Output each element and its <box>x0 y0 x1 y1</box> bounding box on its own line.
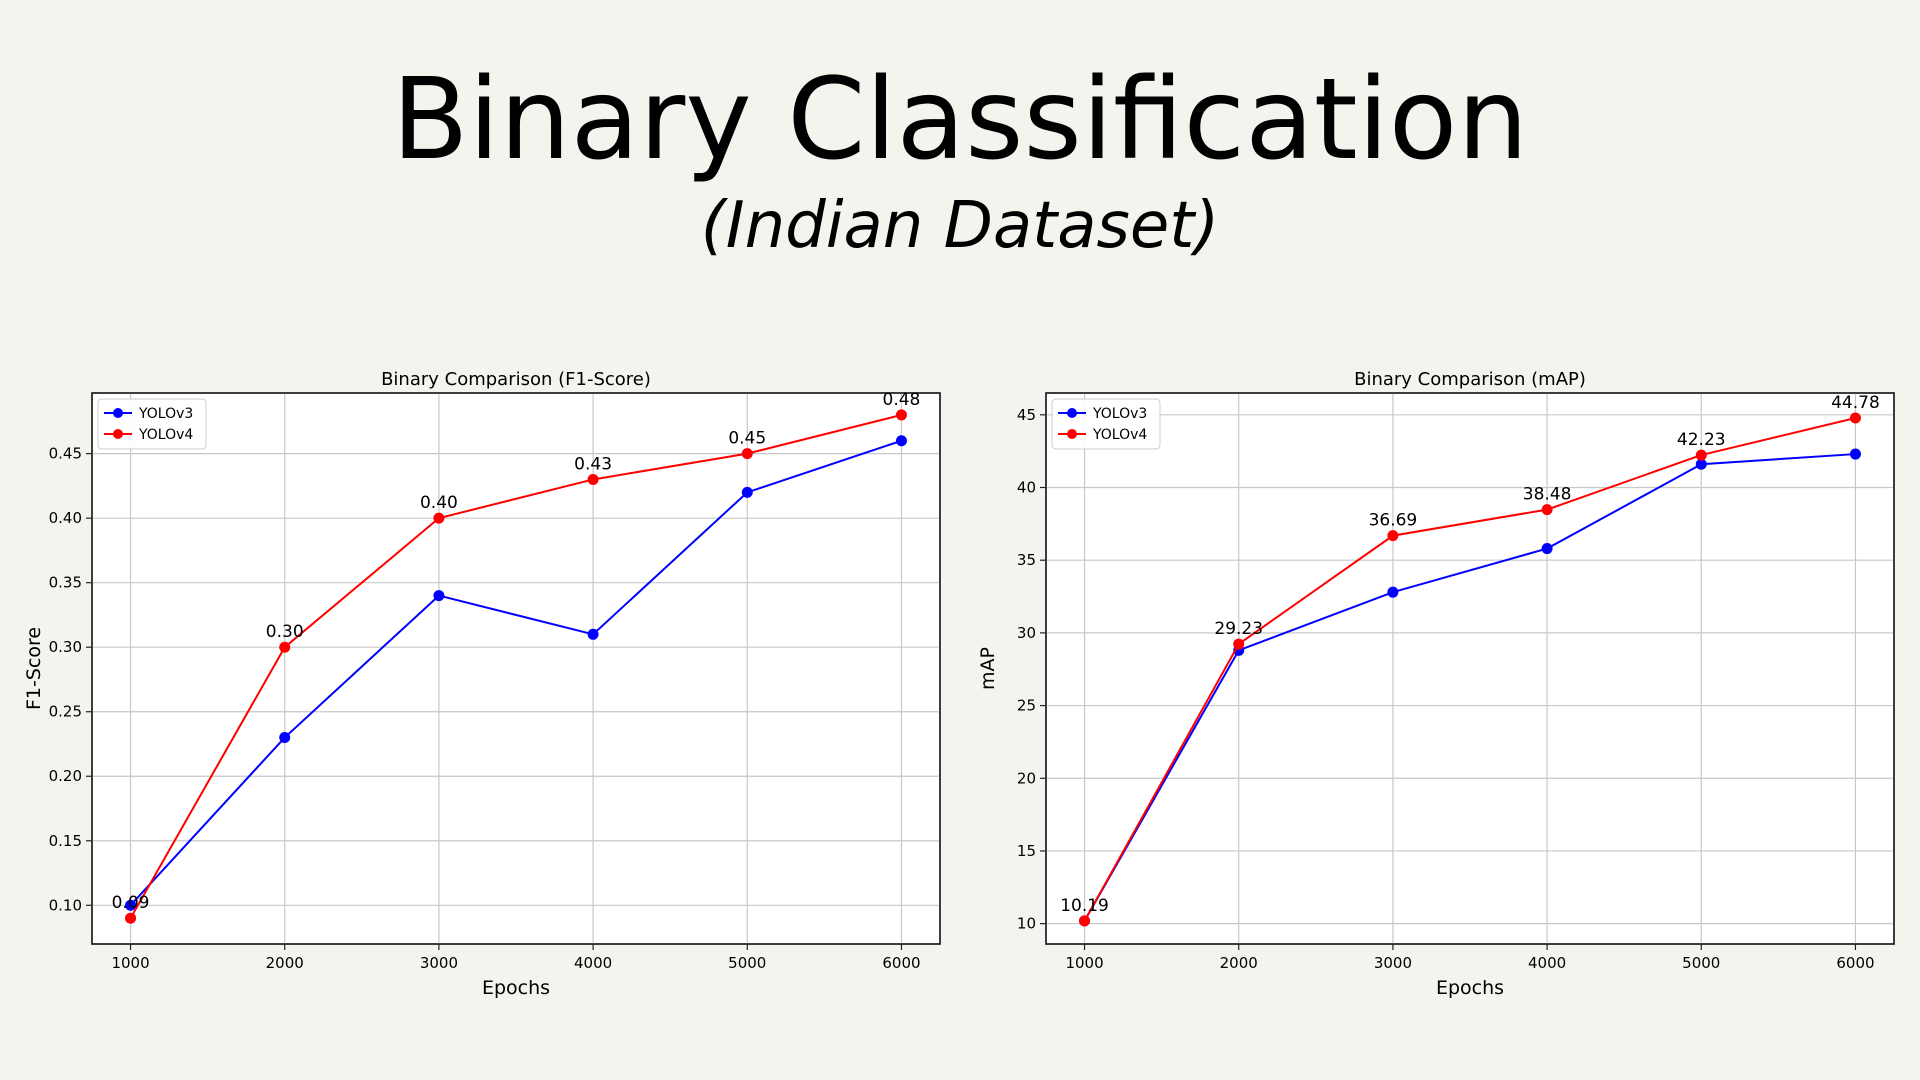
data-point-yolov4 <box>587 473 599 485</box>
data-label: 36.69 <box>1369 511 1418 531</box>
f1-score-chart: 1000 2000 3000 4000 5000 6000 0.10 0.15 0.20 0.25… <box>23 369 941 999</box>
x-tick-label: 5000 <box>728 954 766 972</box>
y-tick-label: 40 <box>1017 478 1036 496</box>
data-point-yolov3 <box>1849 448 1861 460</box>
x-tick-label: 3000 <box>420 954 458 972</box>
data-label: 0.48 <box>883 390 921 410</box>
y-tick-label: 0.30 <box>49 638 82 656</box>
x-tick-label: 6000 <box>1836 954 1874 972</box>
legend-label: YOLOv4 <box>138 427 193 443</box>
y-tick-label: 15 <box>1017 842 1036 860</box>
data-point-yolov4 <box>741 448 753 460</box>
y-tick-label: 0.35 <box>49 574 82 592</box>
y-axis-label: F1-Score <box>23 627 45 710</box>
data-point-yolov3 <box>279 732 291 744</box>
y-tick-label: 0.25 <box>49 703 82 721</box>
legend: YOLOv3 YOLOv4 <box>97 398 207 450</box>
y-axis-label: mAP <box>977 647 999 690</box>
data-label: 0.43 <box>574 454 612 474</box>
data-point-yolov3 <box>125 899 137 911</box>
y-tick-label: 30 <box>1017 624 1036 642</box>
data-point-yolov4 <box>433 512 445 524</box>
x-tick-label: 4000 <box>574 954 612 972</box>
data-label: 0.09 <box>112 893 150 913</box>
data-point-yolov3 <box>433 590 445 602</box>
series-line-yolov3 <box>1083 453 1856 922</box>
x-tick-label: 1000 <box>1065 954 1103 972</box>
data-point-yolov4 <box>895 409 907 421</box>
data-label: 10.19 <box>1060 896 1109 916</box>
data-point-yolov4 <box>1849 412 1861 424</box>
x-axis-label: Epochs <box>482 977 550 999</box>
legend-swatch-marker <box>113 429 123 439</box>
legend: YOLOv3 YOLOv4 <box>1051 398 1161 450</box>
series-line-yolov4 <box>1083 417 1856 922</box>
y-tick-label: 0.20 <box>49 767 82 785</box>
data-label: 38.48 <box>1523 485 1572 505</box>
data-point-yolov4 <box>1387 530 1399 542</box>
y-tick-label: 0.40 <box>49 509 82 527</box>
legend-label: YOLOv3 <box>138 406 193 422</box>
legend-swatch-marker <box>1067 408 1077 418</box>
page-title: Binary Classification <box>391 55 1529 185</box>
x-tick-label: 3000 <box>1374 954 1412 972</box>
data-point-yolov3 <box>1541 543 1553 555</box>
data-label: 42.23 <box>1677 430 1726 450</box>
data-point-yolov3 <box>895 435 907 447</box>
data-label: 0.40 <box>420 493 458 513</box>
y-tick-label: 0.15 <box>49 832 82 850</box>
legend-swatch-marker <box>1067 429 1077 439</box>
chart-title: Binary Comparison (mAP) <box>1354 369 1586 390</box>
legend-label: YOLOv4 <box>1092 427 1147 443</box>
x-tick-label: 5000 <box>1682 954 1720 972</box>
y-tick-label: 10 <box>1017 915 1036 933</box>
legend-box <box>97 398 207 450</box>
data-point-yolov4 <box>279 641 291 653</box>
data-label: 0.30 <box>266 622 304 642</box>
plot-border <box>1045 392 1895 945</box>
legend-swatch-marker <box>113 408 123 418</box>
series-line-yolov3 <box>129 439 902 906</box>
y-tick-label: 45 <box>1017 406 1036 424</box>
x-axis-label: Epochs <box>1436 977 1504 999</box>
y-tick-label: 35 <box>1017 551 1036 569</box>
data-label: 29.23 <box>1214 619 1263 639</box>
x-tick-label: 4000 <box>1528 954 1566 972</box>
x-tick-label: 6000 <box>882 954 920 972</box>
y-tick-label: 25 <box>1017 697 1036 715</box>
plot-area <box>91 392 941 945</box>
data-point-yolov4 <box>1695 449 1707 461</box>
chart-title: Binary Comparison (F1-Score) <box>381 369 651 390</box>
data-point-yolov3 <box>587 628 599 640</box>
x-tick-label: 1000 <box>111 954 149 972</box>
legend-label: YOLOv3 <box>1092 406 1147 422</box>
map-chart: 1000 2000 3000 4000 5000 6000 10 15 20 25 30 35 40 45… <box>977 369 1895 999</box>
data-point-yolov4 <box>1233 638 1245 650</box>
x-tick-label: 2000 <box>1220 954 1258 972</box>
x-tick-label: 2000 <box>266 954 304 972</box>
plot-border <box>91 392 941 945</box>
data-point-yolov3 <box>1387 586 1399 598</box>
plot-area <box>1045 392 1895 945</box>
data-point-yolov4 <box>1079 915 1091 927</box>
series-line-yolov4 <box>129 413 902 919</box>
y-tick-label: 0.45 <box>49 445 82 463</box>
data-point-yolov4 <box>125 912 137 924</box>
y-tick-label: 20 <box>1017 769 1036 787</box>
data-point-yolov3 <box>741 486 753 498</box>
y-tick-label: 0.10 <box>49 896 82 914</box>
data-label: 0.45 <box>728 429 766 449</box>
data-point-yolov3 <box>1695 458 1707 470</box>
data-label: 44.78 <box>1831 393 1880 413</box>
data-point-yolov4 <box>1541 504 1553 516</box>
legend-box <box>1051 398 1161 450</box>
page-subtitle: (Indian Dataset) <box>700 189 1220 263</box>
